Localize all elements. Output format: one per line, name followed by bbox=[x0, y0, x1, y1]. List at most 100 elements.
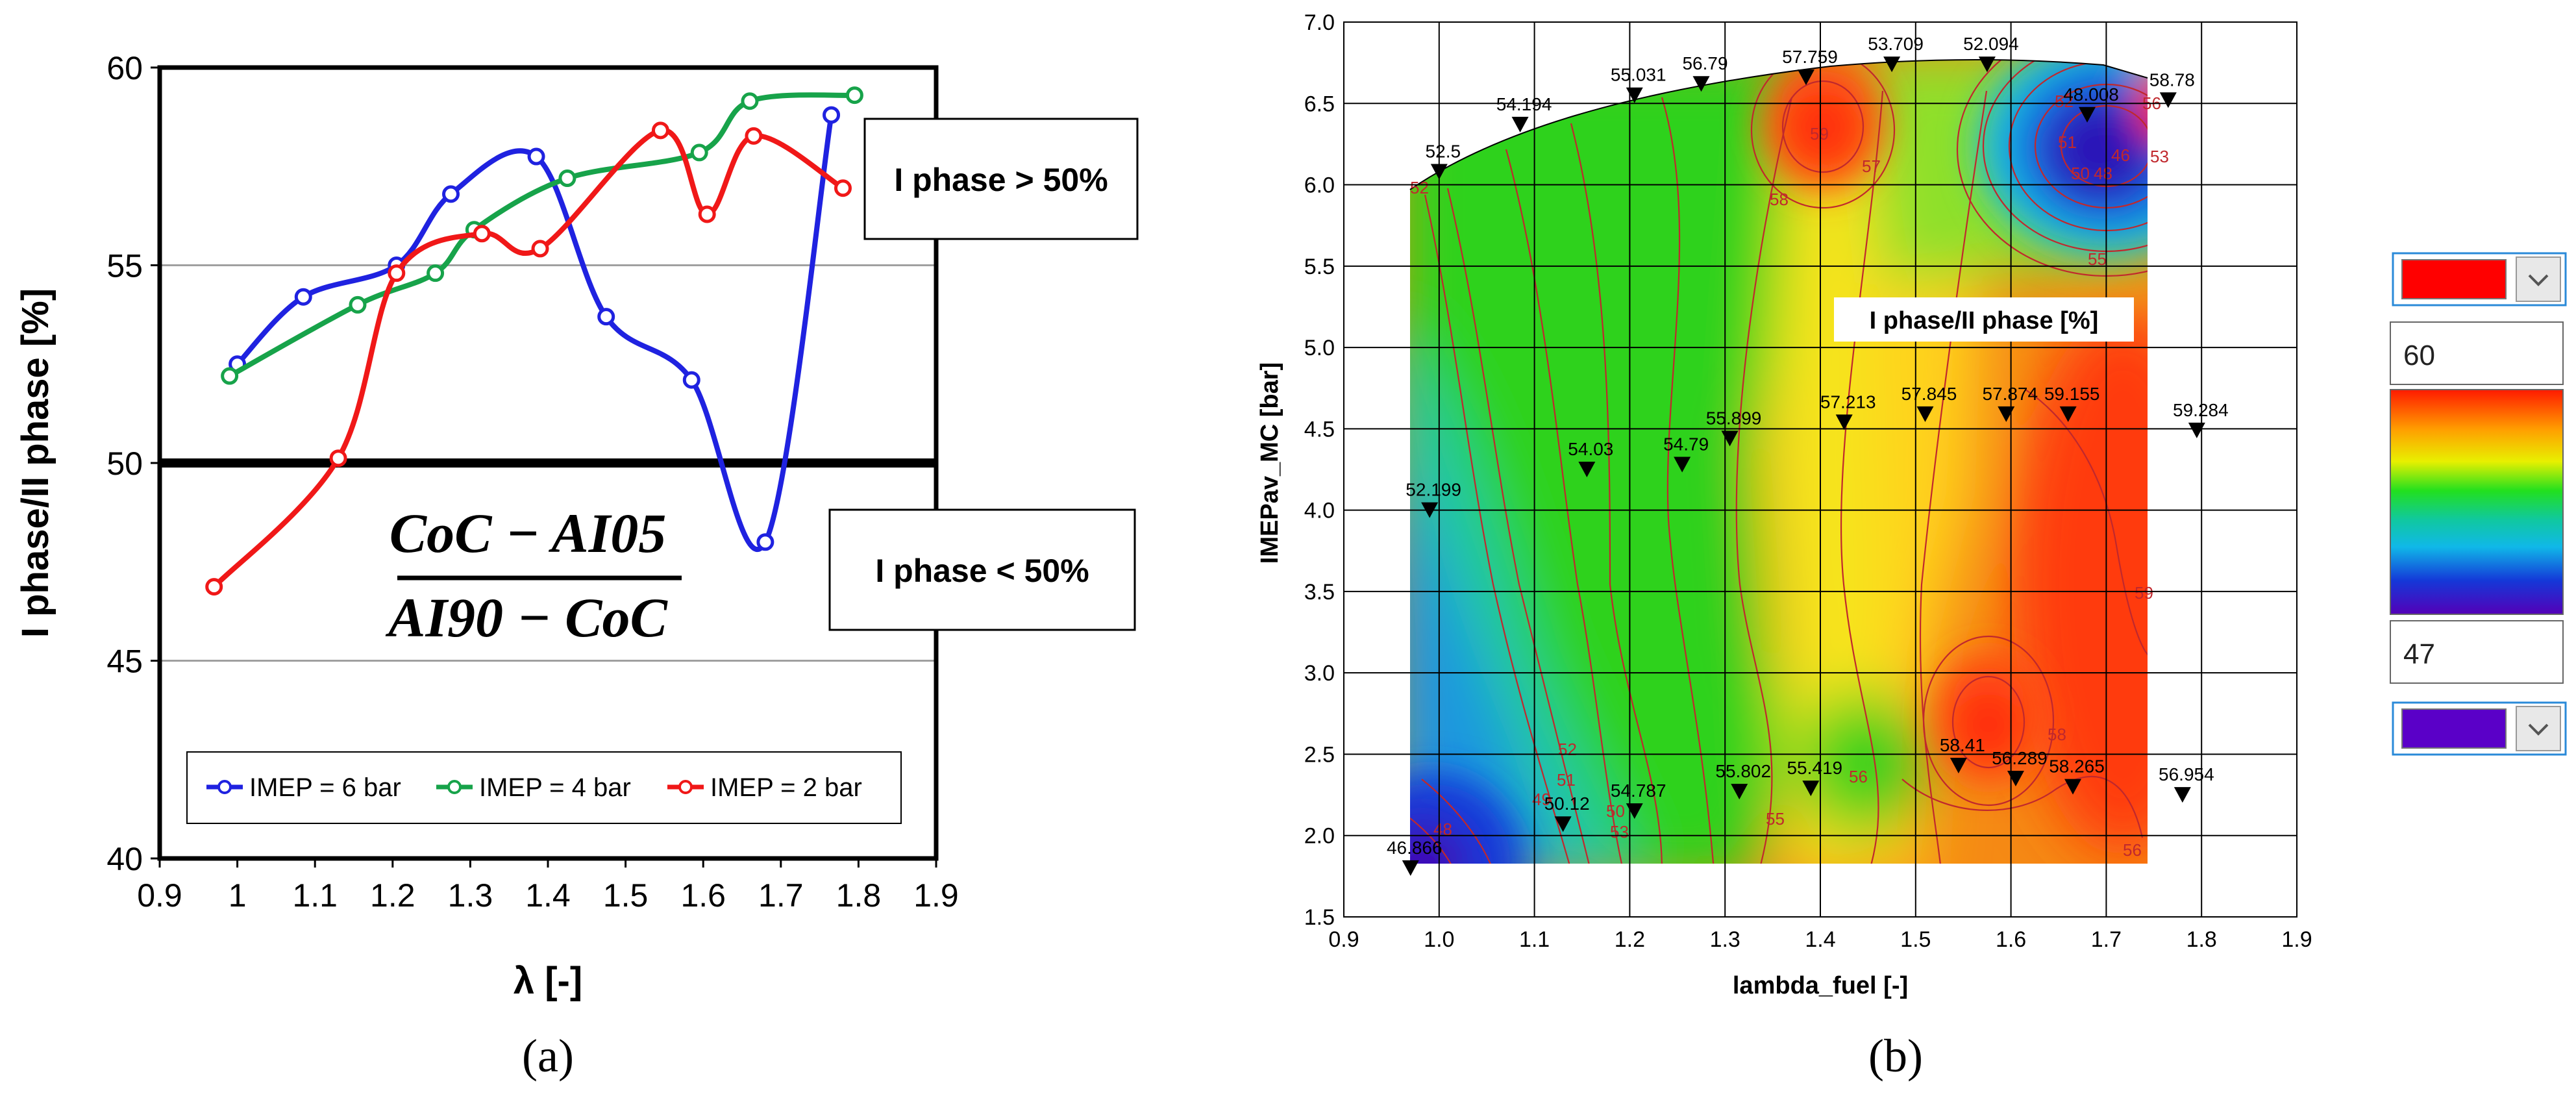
colorbar bbox=[2390, 389, 2564, 615]
a-x-tick-label: 1.8 bbox=[836, 877, 882, 914]
b-y-axis-label: IMEPav_MC [bar] bbox=[1256, 362, 1283, 564]
chart-a: 0.9 1 1.1 1.2 1.3 1.4 1.5 1.6 1.7 1.8 1.9 40 45 50 55… bbox=[14, 50, 1139, 1082]
b-y-tick-label: 2.0 bbox=[1304, 824, 1335, 849]
a-x-tick-label: 1.7 bbox=[758, 877, 804, 914]
b-data-label: 57.759 bbox=[1782, 47, 1838, 67]
contour-label: 56 bbox=[2123, 840, 2142, 860]
legend-label: IMEP = 2 bar bbox=[710, 773, 862, 802]
a-data-point bbox=[690, 144, 708, 162]
b-data-marker bbox=[2159, 92, 2177, 108]
caption-b: (b) bbox=[1868, 1030, 1923, 1082]
b-data-marker bbox=[1626, 803, 1643, 819]
b-data-label: 46.866 bbox=[1387, 838, 1443, 858]
min-value-field[interactable] bbox=[2390, 620, 2564, 684]
heatmap-boundary bbox=[1409, 58, 2148, 190]
contour-label: 50 bbox=[1606, 801, 1625, 821]
min-value: 47 bbox=[2403, 638, 2435, 670]
min-dropdown-button[interactable] bbox=[2516, 706, 2561, 751]
b-data-marker bbox=[1626, 87, 1643, 103]
b-y-tick-label: 5.0 bbox=[1304, 336, 1335, 360]
a-y-ticks: 40 45 50 55 60 bbox=[106, 50, 160, 877]
b-data-label: 59.155 bbox=[2044, 384, 2100, 404]
b-data-marker bbox=[2174, 787, 2191, 803]
b-x-tick-label: 1.9 bbox=[2281, 927, 2312, 952]
b-y-tick-label: 4.0 bbox=[1304, 499, 1335, 523]
max-color-swatch bbox=[2401, 259, 2507, 299]
b-data-label: 58.265 bbox=[2049, 756, 2105, 777]
a-x-tick-label: 1.5 bbox=[603, 877, 649, 914]
a-x-ticks: 0.9 1 1.1 1.2 1.3 1.4 1.5 1.6 1.7 1.8 1.9 bbox=[137, 858, 959, 914]
b-data-marker bbox=[1721, 431, 1739, 447]
b-y-tick-label: 6.0 bbox=[1304, 173, 1335, 198]
b-x-tick-label: 0.9 bbox=[1328, 927, 1359, 952]
b-data-label: 52.199 bbox=[1406, 480, 1461, 500]
a-data-point bbox=[756, 533, 774, 551]
b-data-marker bbox=[2059, 406, 2077, 422]
b-data-marker bbox=[1802, 781, 1820, 797]
chevron-down-icon bbox=[2528, 274, 2549, 286]
a-x-tick-label: 1.2 bbox=[370, 877, 415, 914]
b-x-axis-label: lambda_fuel [-] bbox=[1733, 972, 1908, 999]
a-x-tick-label: 1.6 bbox=[680, 877, 726, 914]
legend-swatch-marker bbox=[217, 780, 232, 794]
min-color-swatch bbox=[2401, 708, 2507, 749]
b-data-label: 54.194 bbox=[1496, 94, 1552, 114]
b-data-marker bbox=[1731, 784, 1748, 800]
b-data-label: 57.213 bbox=[1820, 392, 1876, 412]
b-data-label: 56.954 bbox=[2159, 764, 2214, 784]
a-data-point bbox=[597, 308, 615, 326]
color-scale-panel: 60 47 bbox=[2390, 252, 2567, 756]
max-dropdown-button[interactable] bbox=[2516, 256, 2561, 302]
a-data-point bbox=[698, 205, 716, 223]
b-data-label: 57.845 bbox=[1901, 384, 1957, 404]
a-data-point bbox=[205, 578, 223, 596]
contour-label: 52 bbox=[1410, 178, 1429, 197]
contour-label: 52 bbox=[1558, 740, 1577, 759]
b-data-marker bbox=[2079, 106, 2096, 123]
a-data-point bbox=[329, 449, 347, 468]
b-data-marker bbox=[1998, 406, 2015, 422]
b-data-marker bbox=[1511, 116, 1529, 132]
contour-label: 58 bbox=[2048, 725, 2066, 744]
a-data-point bbox=[527, 147, 545, 166]
contour-label: 57 bbox=[1862, 156, 1881, 176]
b-data-marker bbox=[1421, 502, 1439, 518]
b-data-label: 55.802 bbox=[1715, 761, 1771, 781]
a-x-tick-label: 1.1 bbox=[292, 877, 338, 914]
a-legend-items: IMEP = 6 bar IMEP = 4 bar IMEP = 2 bar bbox=[206, 773, 862, 802]
contour-label: 51 bbox=[1557, 770, 1576, 790]
a-data-point bbox=[834, 179, 852, 197]
b-x-tick-label: 1.5 bbox=[1900, 927, 1931, 952]
b-data-label: 54.787 bbox=[1611, 781, 1666, 801]
b-y-ticks: 1.5 2.0 2.5 3.0 3.5 4.0 4.5 5.0 5.5 6.0 6.5 7.0 bbox=[1304, 10, 1335, 930]
legend-label: IMEP = 6 bar bbox=[249, 773, 401, 802]
contour-label: 50 bbox=[2071, 164, 2090, 183]
annotation-above-text: I phase > 50% bbox=[894, 162, 1108, 198]
a-x-tick-label: 1.9 bbox=[913, 877, 959, 914]
a-y-tick-label: 55 bbox=[106, 248, 143, 284]
a-series-line bbox=[235, 114, 834, 552]
b-data-marker bbox=[1978, 56, 1996, 73]
b-data-marker bbox=[1578, 462, 1596, 477]
a-x-tick-label: 1 bbox=[229, 877, 247, 914]
a-y-tick-label: 45 bbox=[106, 644, 143, 680]
b-x-tick-label: 1.8 bbox=[2186, 927, 2217, 952]
b-data-label: 53.709 bbox=[1868, 34, 1924, 54]
contour-label: 51 bbox=[2058, 132, 2077, 152]
max-value-field[interactable] bbox=[2390, 321, 2564, 385]
b-title: I phase/II phase [%] bbox=[1870, 307, 2099, 334]
b-y-tick-label: 1.5 bbox=[1304, 905, 1335, 930]
b-data-marker bbox=[1950, 757, 1967, 773]
annotation-box-above bbox=[863, 118, 1139, 240]
b-data-label: 52.094 bbox=[1963, 34, 2019, 54]
annotation-box-below bbox=[828, 508, 1136, 631]
legend-swatch-marker bbox=[678, 780, 693, 794]
b-data-label: 58.78 bbox=[2149, 69, 2195, 90]
b-data-label: 55.899 bbox=[1706, 408, 1762, 428]
a-data-point bbox=[745, 127, 763, 145]
heatmap-field bbox=[1410, 59, 2148, 864]
a-data-point bbox=[388, 264, 406, 282]
b-data-label: 55.419 bbox=[1787, 758, 1842, 778]
contour-label: 59 bbox=[2135, 583, 2153, 603]
